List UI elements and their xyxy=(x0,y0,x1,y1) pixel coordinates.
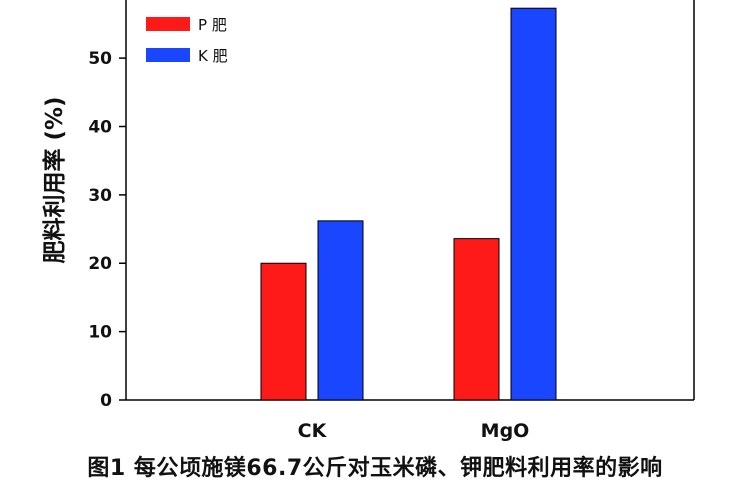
legend: P 肥 K 肥 xyxy=(146,16,228,65)
y-tick-label: 30 xyxy=(88,186,112,206)
bars-group xyxy=(260,7,557,401)
bar-p-mgo xyxy=(453,238,500,401)
y-tick-label: 20 xyxy=(88,254,112,274)
legend-label: K 肥 xyxy=(198,47,228,65)
legend-swatch-k xyxy=(146,48,190,62)
y-ticks-group: 0 10 20 30 40 50 xyxy=(88,49,126,411)
bar-p-ck xyxy=(260,262,307,401)
y-axis-label: 肥料利用率 (%) xyxy=(41,96,68,263)
y-tick-label: 10 xyxy=(88,323,112,343)
plot-frame xyxy=(125,0,695,401)
figure-caption: 图1 每公顷施镁66.7公斤对玉米磷、钾肥料利用率的影响 xyxy=(87,456,663,481)
x-ticks-group: CK MgO xyxy=(298,420,530,442)
x-category-label: CK xyxy=(298,420,328,442)
legend-swatch-p xyxy=(146,17,190,31)
y-tick-label: 50 xyxy=(88,49,112,69)
bar-k-ck xyxy=(317,220,364,401)
y-tick-label: 0 xyxy=(100,391,112,411)
y-tick-label: 40 xyxy=(88,117,112,137)
bar-k-mgo xyxy=(510,7,557,401)
x-category-label: MgO xyxy=(481,420,530,442)
legend-label: P 肥 xyxy=(198,16,227,34)
